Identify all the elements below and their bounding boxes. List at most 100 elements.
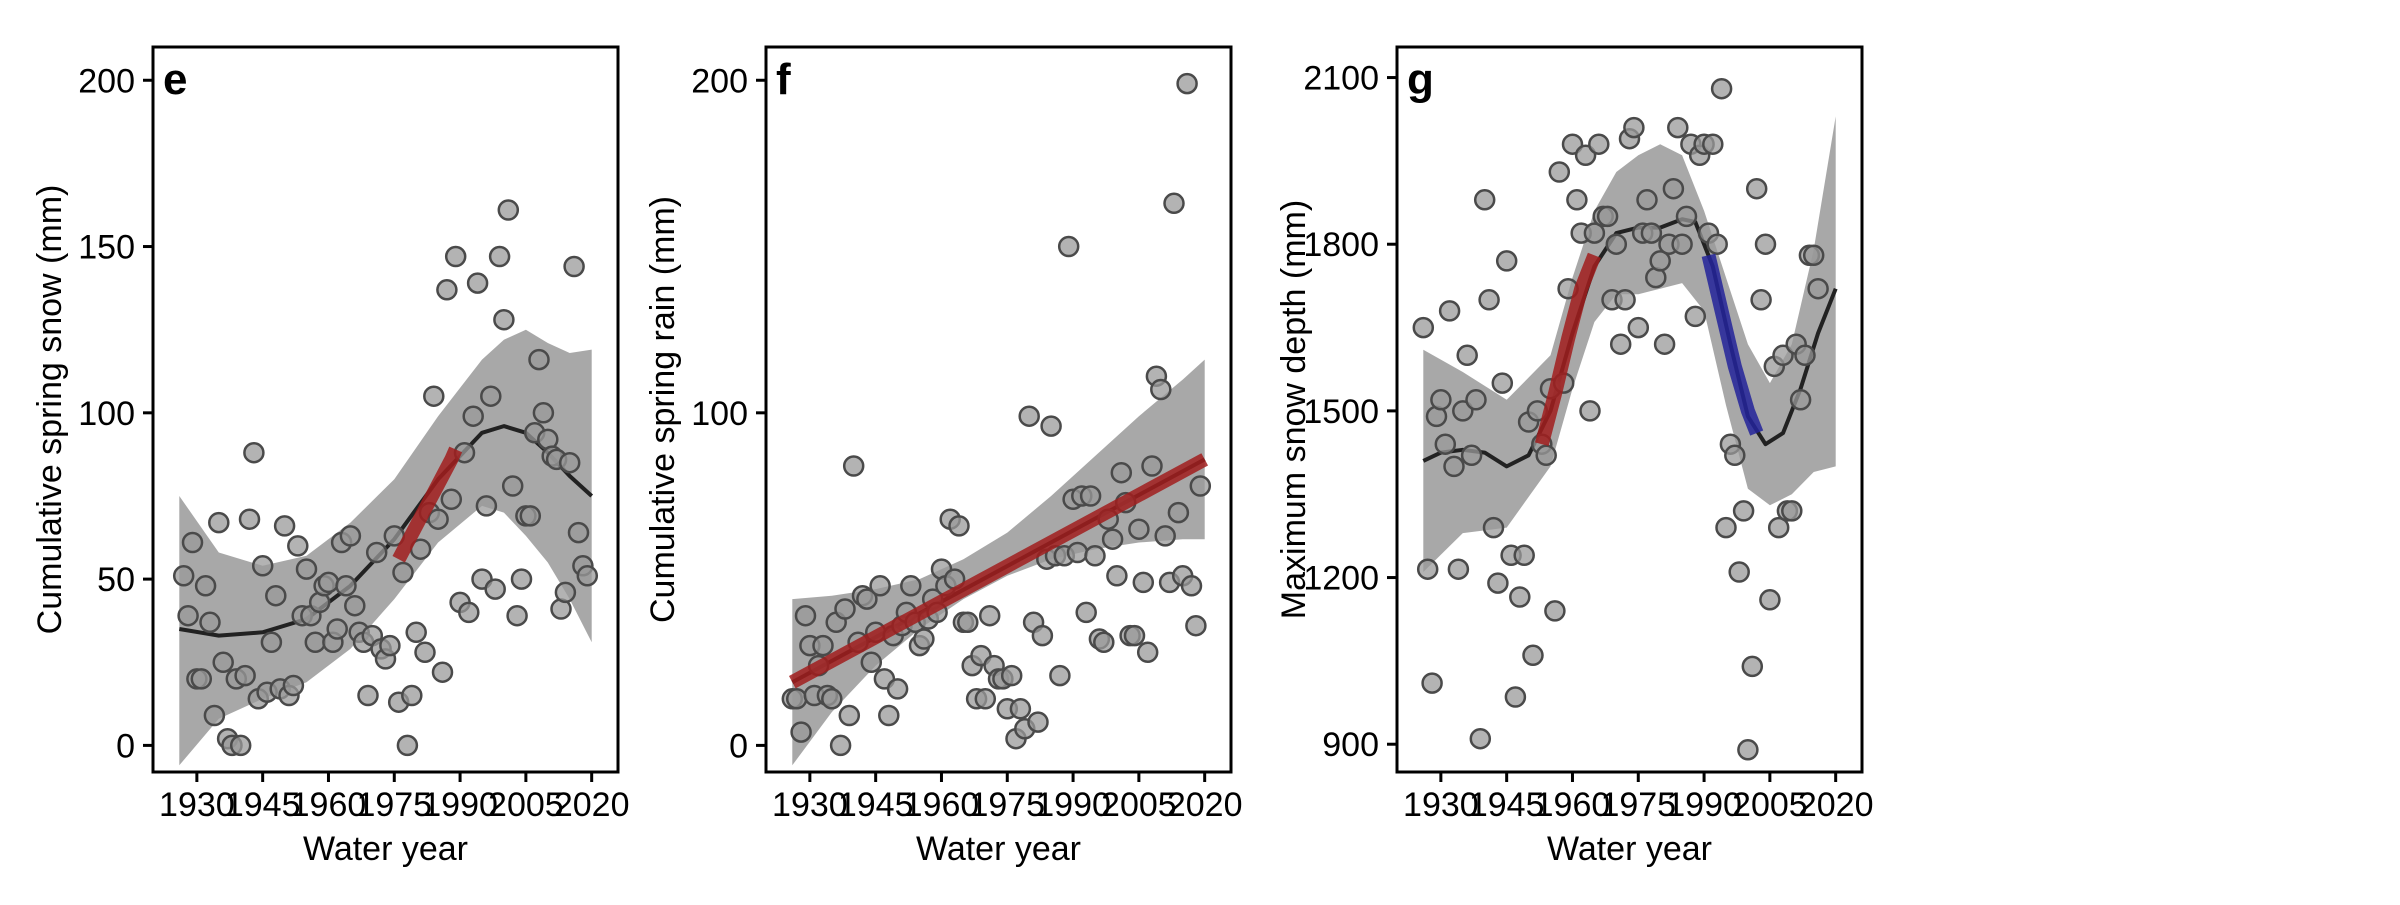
data-point (212, 651, 234, 674)
data-point (1509, 586, 1531, 608)
data-point (785, 688, 808, 710)
data-point (878, 704, 900, 727)
data-point (790, 721, 812, 743)
data-point (1802, 244, 1825, 267)
data-point (1430, 389, 1452, 411)
data-point (1000, 664, 1023, 687)
data-point (1079, 485, 1102, 507)
data-point (532, 402, 555, 424)
data-point (295, 558, 318, 580)
data-point (1535, 444, 1557, 467)
data-point (1018, 405, 1040, 427)
x-tick-label: 1975 (969, 786, 1045, 824)
data-point (1009, 698, 1032, 720)
data-point (1710, 77, 1733, 100)
data-point (1495, 250, 1518, 272)
y-tick-label: 1200 (1303, 560, 1379, 598)
data-point (974, 688, 997, 710)
data-point (462, 405, 484, 427)
data-point (821, 688, 843, 710)
y-tick-label: 1800 (1303, 226, 1379, 264)
data-point (869, 575, 891, 597)
x-tick-label: 1990 (1035, 786, 1111, 824)
data-point (405, 621, 427, 644)
data-point (1579, 400, 1601, 422)
data-point (834, 598, 856, 620)
data-point (1101, 528, 1124, 550)
data-point (1460, 444, 1483, 467)
data-point (1745, 177, 1768, 200)
data-point (1596, 205, 1619, 228)
data-point (379, 634, 401, 657)
data-point (392, 561, 414, 584)
data-point (339, 525, 362, 547)
data-point (1627, 316, 1650, 339)
data-point (886, 678, 909, 700)
data-point (1167, 501, 1190, 524)
data-point (1807, 277, 1829, 300)
data-point (501, 475, 524, 497)
y-tick-label: 0 (116, 727, 135, 765)
y-tick-label: 1500 (1303, 393, 1379, 431)
data-point (1066, 541, 1089, 564)
x-axis-title: Water year (303, 830, 468, 868)
data-point (506, 604, 528, 627)
data-point (1741, 655, 1764, 678)
data-point (1456, 344, 1478, 367)
data-point (1789, 389, 1812, 411)
data-point (1482, 516, 1505, 539)
data-point (431, 661, 454, 683)
data-point (1084, 545, 1106, 567)
data-point (444, 245, 467, 268)
data-point (1163, 192, 1185, 215)
x-tick-label: 1945 (1469, 786, 1545, 824)
data-point (304, 631, 327, 654)
data-point (194, 575, 217, 597)
data-point (282, 674, 305, 697)
data-point (427, 508, 449, 530)
data-point (243, 441, 265, 464)
data-point (948, 515, 970, 537)
data-point (1473, 189, 1496, 211)
data-point (1434, 433, 1457, 455)
data-point (273, 515, 296, 537)
x-tick-label: 1960 (1535, 786, 1611, 824)
data-point (1583, 222, 1606, 244)
data-point (554, 581, 577, 604)
data-point (190, 668, 213, 690)
panel-letter: f (776, 55, 791, 104)
data-point (1093, 631, 1115, 654)
data-point (1128, 518, 1150, 540)
data-point (1136, 641, 1159, 664)
data-point (1728, 561, 1750, 583)
data-point (900, 575, 922, 597)
data-point (1702, 133, 1724, 155)
data-point (794, 604, 817, 627)
y-tick-label: 100 (78, 395, 135, 433)
data-point (1132, 571, 1155, 594)
y-axis-title: Maximum snow depth (mm) (1275, 200, 1313, 619)
y-tick-label: 900 (1322, 726, 1379, 764)
data-point (423, 385, 445, 407)
data-point (458, 601, 480, 624)
data-point (287, 535, 309, 557)
data-point (1176, 72, 1198, 95)
data-point (1522, 644, 1544, 667)
data-point (856, 588, 878, 610)
data-point (510, 568, 533, 590)
confidence-ribbon (792, 359, 1205, 766)
data-point (1031, 624, 1054, 647)
data-point (466, 272, 489, 294)
data-point (396, 734, 419, 757)
data-point (576, 565, 599, 587)
x-tick-label: 1960 (904, 786, 980, 824)
data-point (365, 541, 388, 564)
data-point (567, 521, 590, 544)
data-point (1110, 461, 1133, 484)
data-point (1443, 455, 1465, 478)
x-tick-label: 1975 (1600, 786, 1676, 824)
plot-area (781, 72, 1212, 766)
data-point (1141, 455, 1163, 477)
x-axis-title: Water year (1547, 830, 1712, 868)
